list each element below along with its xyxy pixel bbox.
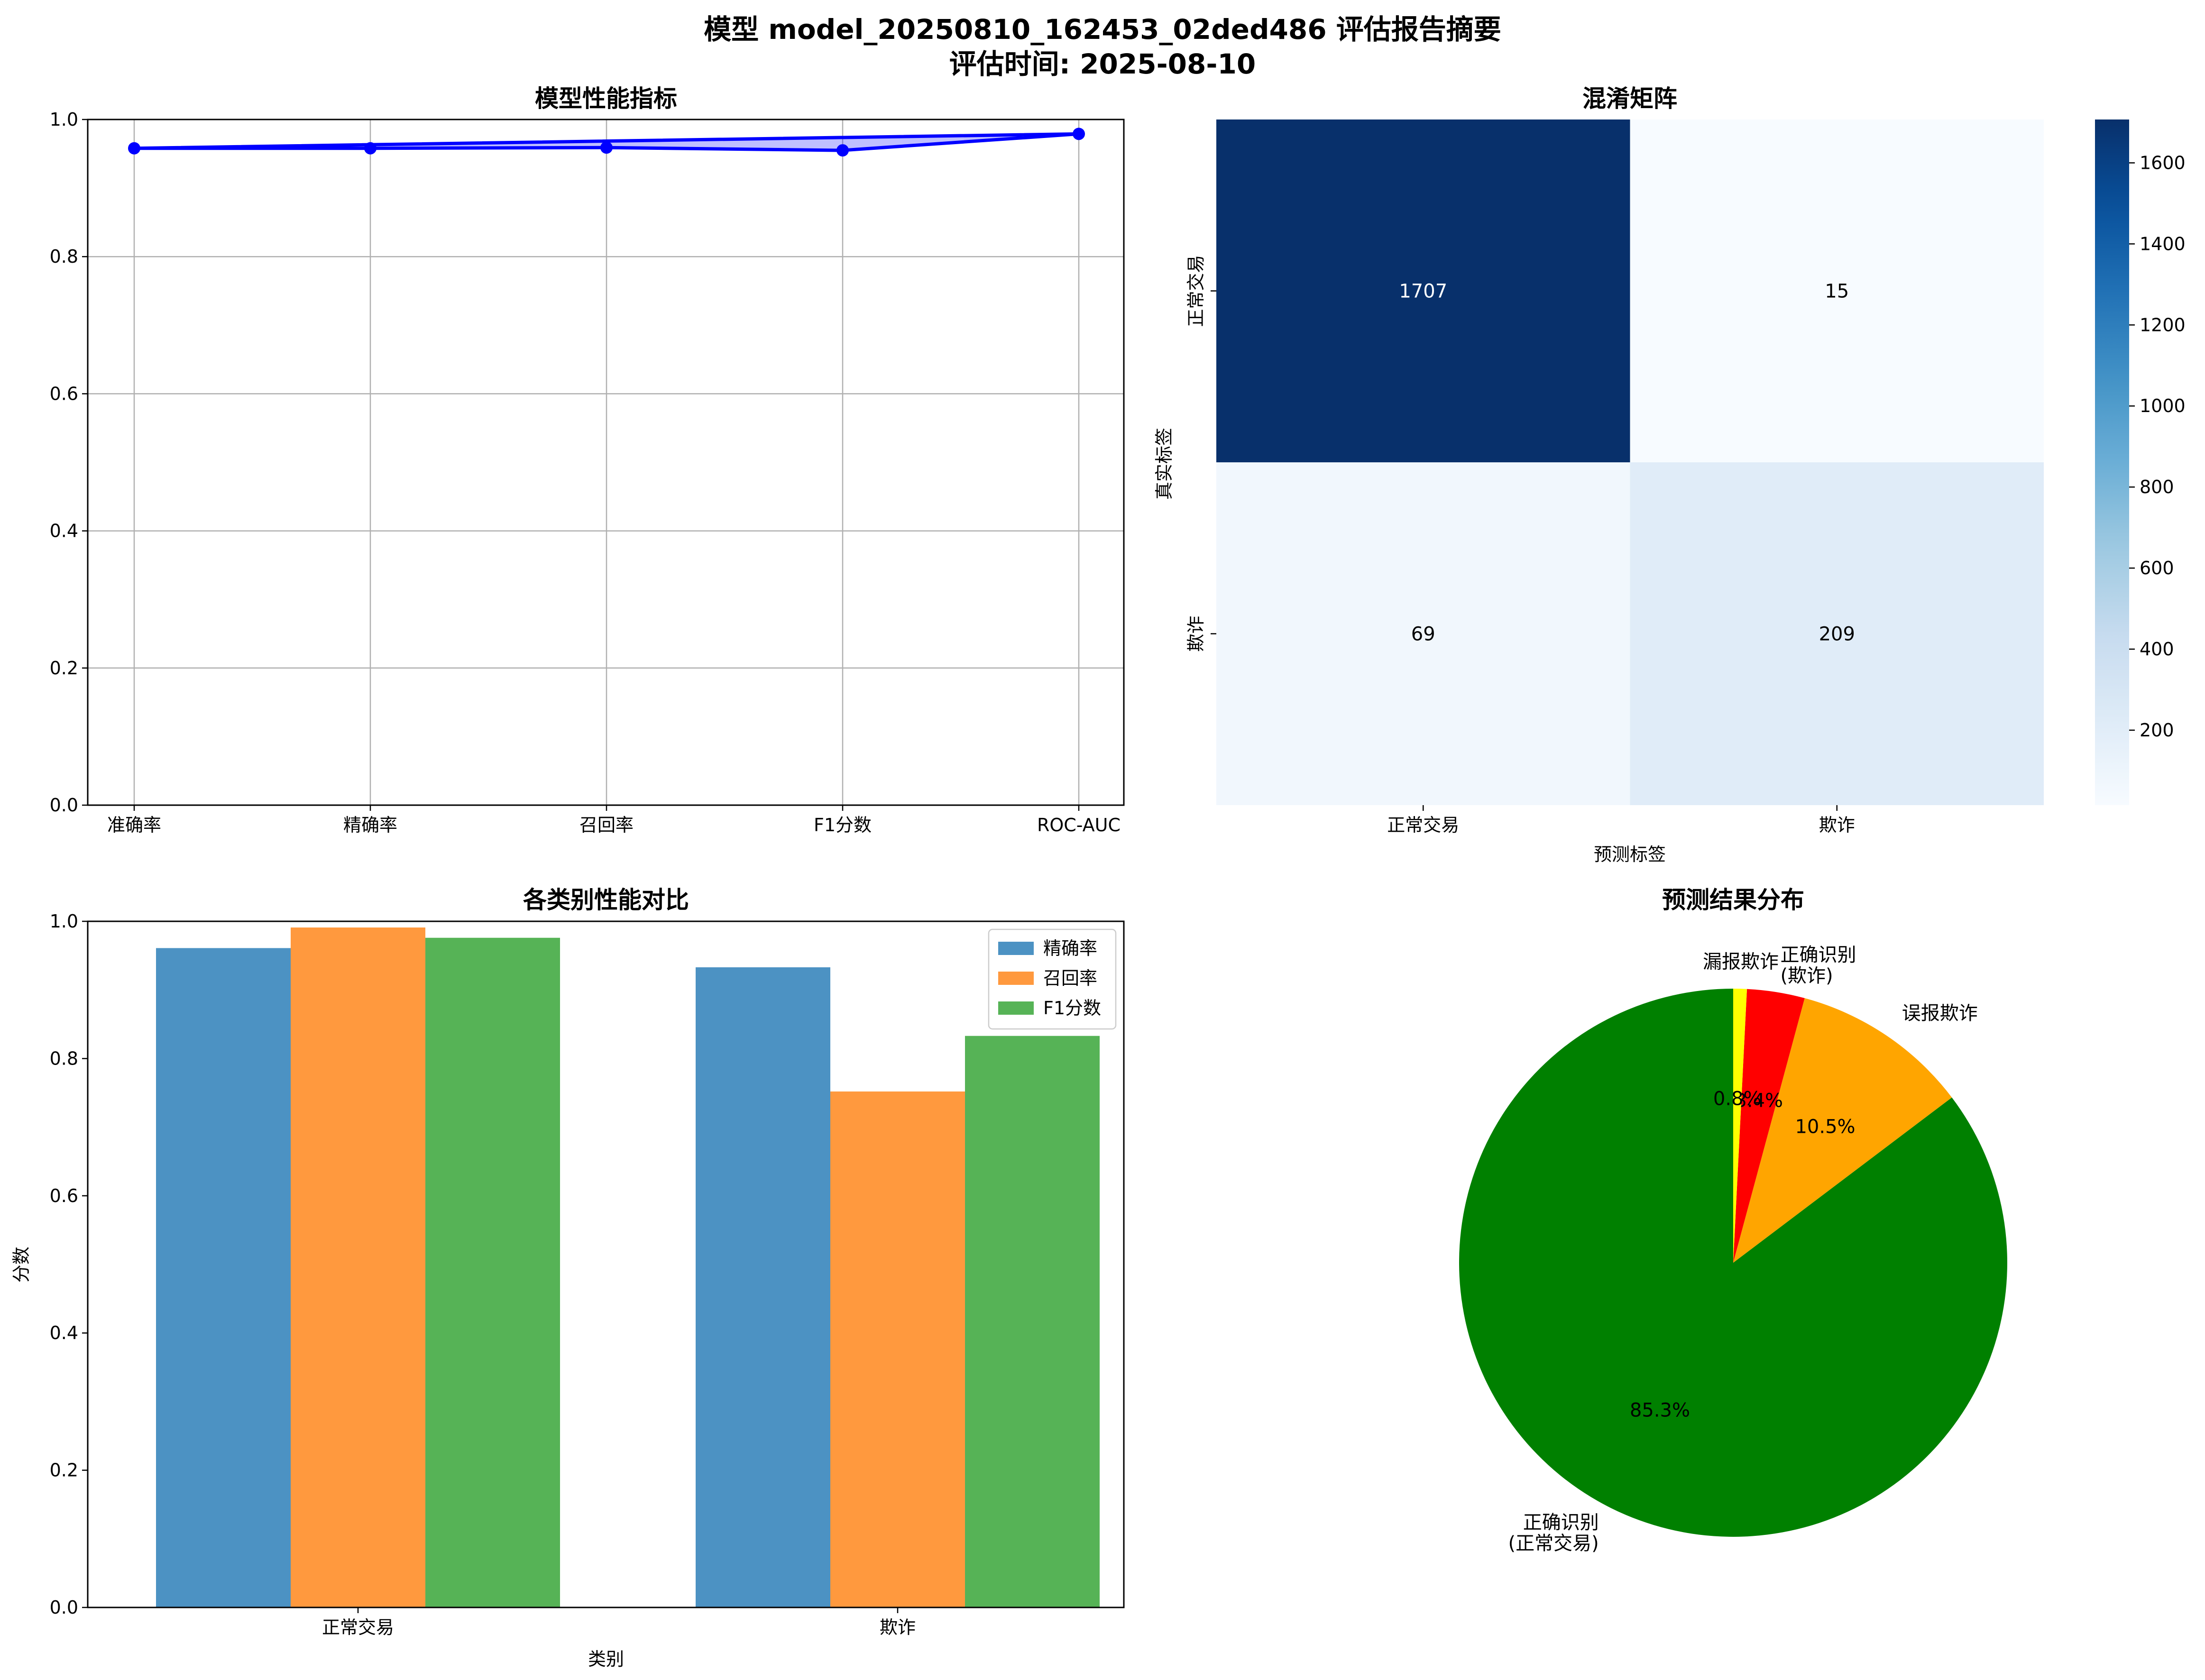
x-tick-label: 准确率: [107, 815, 161, 835]
pie-slice-label: 误报欺诈: [1902, 1002, 1978, 1024]
panel-title: 混淆矩阵: [1582, 85, 1677, 112]
colorbar-tick-label: 1000: [2140, 395, 2186, 416]
pie-slice: [1733, 989, 1747, 1263]
plot-frame: [87, 920, 1125, 1608]
data-point: [836, 144, 849, 157]
y-axis-label: 分数: [11, 1247, 32, 1283]
y-tick-label: 0.8: [50, 1048, 78, 1069]
data-point: [600, 141, 613, 154]
colorbar-tick-label: 600: [2140, 558, 2174, 578]
x-axis-label: 类别: [588, 1649, 624, 1670]
pie-slice-label: 正确识别(正常交易): [1508, 1512, 1599, 1554]
legend-swatch: [998, 1001, 1034, 1015]
legend-swatch: [998, 972, 1034, 985]
legend-label: 召回率: [1043, 968, 1097, 989]
pie-pct-label: 0.8%: [1713, 1088, 1762, 1110]
pie-slice: [1459, 989, 2007, 1537]
x-tick-label: 正常交易: [1387, 815, 1459, 835]
panel-title: 模型性能指标: [535, 85, 677, 112]
y-tick-label: 1.0: [50, 911, 78, 932]
cell-value-label: 69: [1411, 624, 1435, 645]
pie-slice: [1733, 989, 1805, 1263]
plot-frame: [87, 119, 1125, 806]
legend-label: 精确率: [1043, 938, 1097, 959]
colorbar-tick-label: 400: [2140, 639, 2174, 660]
data-point: [128, 142, 140, 155]
pie-slice: [1733, 998, 1952, 1263]
data-point: [364, 142, 377, 155]
x-tick-label: 召回率: [579, 815, 634, 835]
pie-pct-label: 85.3%: [1630, 1399, 1690, 1421]
y-tick-label: 0.2: [50, 1460, 78, 1481]
x-tick-label: 精确率: [343, 815, 397, 835]
colorbar-tick-label: 1400: [2140, 233, 2186, 254]
y-tick-label: 欺诈: [1185, 615, 1206, 652]
heatmap-cell: [1630, 462, 2044, 805]
pie-pct-label: 3.4%: [1735, 1090, 1783, 1111]
y-tick-label: 0.6: [50, 1185, 78, 1206]
legend-label: F1分数: [1043, 998, 1101, 1019]
heatmap-cell: [1630, 119, 2044, 462]
y-tick-label: 0.4: [50, 1322, 78, 1343]
y-tick-label: 0.2: [50, 658, 78, 679]
colorbar-tick-label: 1200: [2140, 314, 2186, 335]
pie-slice-label: 正确识别(欺诈): [1780, 944, 1856, 987]
y-tick-label: 0.0: [50, 1597, 78, 1618]
colorbar: [2095, 119, 2129, 805]
y-tick-label: 0.8: [50, 246, 78, 267]
x-axis-label: 预测标签: [1594, 844, 1666, 865]
panel-title: 各类别性能对比: [523, 886, 689, 914]
bar: [830, 1091, 965, 1607]
y-tick-label: 正常交易: [1185, 255, 1206, 327]
figure-title-line1: 模型 model_20250810_162453_02ded486 评估报告摘要: [704, 13, 1501, 46]
figure-title-line2: 评估时间: 2025-08-10: [949, 48, 1256, 80]
colorbar-tick-label: 1600: [2140, 152, 2186, 173]
x-tick-label: ROC-AUC: [1037, 815, 1121, 835]
cell-value-label: 1707: [1399, 281, 1447, 303]
pie-slice-label: 漏报欺诈: [1703, 951, 1779, 973]
panel-title: 预测结果分布: [1662, 886, 1804, 914]
series-line: [132, 132, 1081, 152]
data-point: [1073, 128, 1085, 140]
x-tick-label: 欺诈: [1819, 815, 1855, 835]
y-tick-label: 0.0: [50, 795, 78, 816]
performance-metrics-panel: 模型性能指标 0.0 0.2 0.4 0.6 0.8 1.0 准确率 精确率 召回率 F1分数 RO…: [50, 85, 1125, 835]
bar: [965, 1036, 1100, 1607]
colorbar-tick-label: 200: [2140, 720, 2174, 741]
x-tick-label: 正常交易: [322, 1617, 394, 1638]
bar: [291, 927, 425, 1607]
y-tick-label: 0.4: [50, 521, 78, 542]
x-tick-label: F1分数: [814, 815, 872, 835]
cell-value-label: 15: [1825, 281, 1849, 303]
colorbar-tick-label: 800: [2140, 477, 2174, 497]
pie-pct-label: 10.5%: [1795, 1116, 1855, 1138]
heatmap-cell: [1216, 462, 1630, 805]
cell-value-label: 209: [1819, 624, 1855, 645]
x-tick-label: 欺诈: [880, 1617, 916, 1638]
bar: [156, 948, 291, 1607]
heatmap-cell: [1216, 119, 1630, 462]
prediction-distribution-panel: 预测结果分布 85.3% 正确识别(正常交易) 10.5% 误报欺诈 3.4% 正确识别(…: [1459, 886, 2007, 1554]
bar: [425, 937, 560, 1607]
y-tick-label: 0.6: [50, 383, 78, 404]
legend-swatch: [998, 942, 1034, 955]
class-performance-panel: 各类别性能对比 类别 分数 正常交易 欺诈 0.0 0.2 0.4 0.6 0.8 1.0 精确…: [11, 886, 1125, 1670]
y-tick-label: 1.0: [50, 109, 78, 130]
y-axis-label: 真实标签: [1154, 428, 1175, 500]
bar: [696, 967, 830, 1607]
